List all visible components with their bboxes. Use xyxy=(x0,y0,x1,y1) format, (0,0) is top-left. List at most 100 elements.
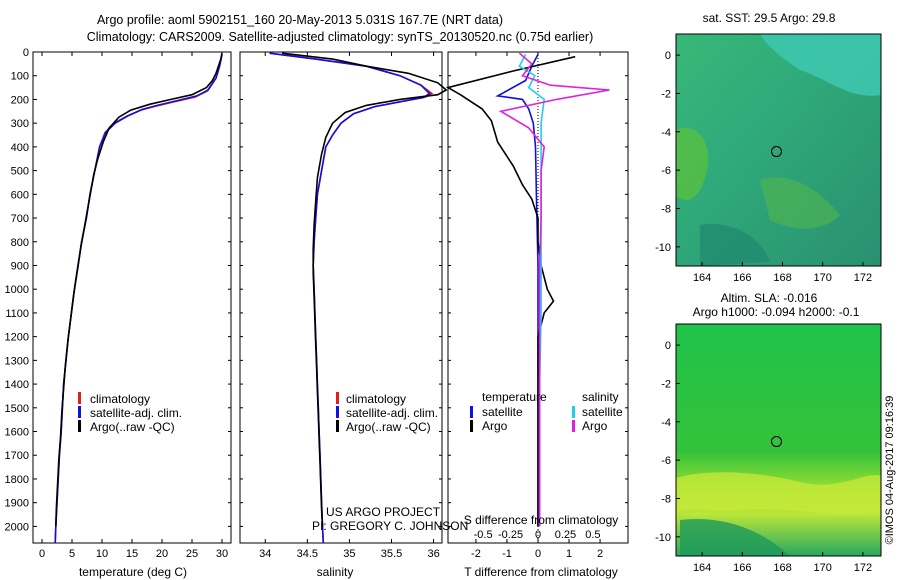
depth-tick-label: 2000 xyxy=(5,521,29,533)
legend-swatch-t-argo xyxy=(470,420,473,432)
temperature-xlabel: temperature (deg C) xyxy=(79,565,187,579)
lon-tick-label: 164 xyxy=(693,562,711,574)
lon-tick-label: 168 xyxy=(773,272,791,284)
depth-tick-label: 200 xyxy=(11,94,29,106)
series-line-argo xyxy=(55,53,223,527)
depth-tick-label: 1400 xyxy=(5,379,29,391)
x-tick-label: 10 xyxy=(96,548,108,560)
difference-xlabel-top: S difference from climatology xyxy=(464,513,619,527)
legend-swatch-climatology xyxy=(336,392,339,404)
difference-legend: temperature salinity satellite Argo sate… xyxy=(470,390,623,433)
legend-label-argo: Argo(..raw -QC) xyxy=(346,420,431,434)
depth-tick-label: 1000 xyxy=(5,284,29,296)
legend-label-argo: Argo(..raw -QC) xyxy=(90,420,175,434)
lat-tick-label: -2 xyxy=(661,378,671,390)
sla-dark-patch xyxy=(680,518,790,556)
x-tick-label: 0 xyxy=(39,548,45,560)
sla-argo-marker xyxy=(770,436,782,448)
legend-swatch-satellite xyxy=(78,406,81,418)
x-tick-label: -1 xyxy=(502,548,512,560)
sst-green-patch-2 xyxy=(760,177,840,229)
legend-swatch-t-satellite xyxy=(470,406,473,418)
depth-tick-label: 1200 xyxy=(5,332,29,344)
x-tick-label: 34.5 xyxy=(297,548,318,560)
depth-tick-label: 400 xyxy=(11,142,29,154)
depth-tick-label: 1900 xyxy=(5,498,29,510)
x-tick-label: 5 xyxy=(69,548,75,560)
series-line-satellite xyxy=(54,54,223,544)
depth-tick-label: 1700 xyxy=(5,450,29,462)
depth-tick-label: 600 xyxy=(11,189,29,201)
lat-tick-label: -8 xyxy=(661,203,671,215)
sst-argo-marker xyxy=(770,146,782,158)
project-label: US ARGO PROJECT xyxy=(326,505,441,519)
depth-tick-label: 1600 xyxy=(5,427,29,439)
pi-label: PI: GREGORY C. JOHNSON xyxy=(312,519,468,533)
depth-tick-label: 0 xyxy=(23,47,29,59)
legend-swatch-argo xyxy=(78,420,81,432)
legend-label-satellite: satellite-adj. clim. xyxy=(346,406,438,420)
lat-tick-label: 0 xyxy=(665,50,671,62)
lat-tick-label: -10 xyxy=(655,532,671,544)
sla-map-title: Altim. SLA: -0.016 xyxy=(721,291,818,305)
figure-title-line1: Argo profile: aoml 5902151_160 20-May-20… xyxy=(97,13,503,27)
x-tick-label: 20 xyxy=(156,548,168,560)
depth-tick-label: 800 xyxy=(11,237,29,249)
series-line-s-argo xyxy=(498,52,610,527)
lat-tick-label: -10 xyxy=(655,242,671,254)
sst-green-patch xyxy=(676,128,709,200)
salinity-panel-frame xyxy=(239,51,443,544)
lon-tick-label: 164 xyxy=(693,272,711,284)
depth-axis: 0 100 200 300 400 500 600 700 800 900 1000 1100 1200… xyxy=(5,47,37,533)
series-line-t-argo xyxy=(445,55,576,527)
lat-tick-label: -6 xyxy=(661,165,671,177)
legend-header-temperature: temperature xyxy=(482,390,547,404)
lon-tick-label: 166 xyxy=(733,272,751,284)
x-tick-label: 34 xyxy=(259,548,271,560)
lon-tick-label: 170 xyxy=(814,562,832,574)
x-tick-label: 1 xyxy=(566,548,572,560)
lon-tick-label: 172 xyxy=(854,272,872,284)
salinity-plot: 34 34.5 35 35.5 36 xyxy=(240,51,448,560)
x-tick-label: 25 xyxy=(186,548,198,560)
lat-tick-label: -8 xyxy=(661,493,671,505)
depth-tick-label: 700 xyxy=(11,213,29,225)
x-tick-label: 35 xyxy=(343,548,355,560)
salinity-xlabel: salinity xyxy=(317,565,354,579)
lon-tick-label: 166 xyxy=(733,562,751,574)
legend-label-s-argo: Argo xyxy=(582,419,608,433)
lat-tick-label: -4 xyxy=(661,417,671,429)
x-tick-label: 15 xyxy=(126,548,138,560)
lat-tick-label: 0 xyxy=(665,340,671,352)
depth-tick-label: 1100 xyxy=(5,308,29,320)
s-tick-label: -0.5 xyxy=(474,529,493,541)
s-tick-label: 0.25 xyxy=(555,529,576,541)
legend-label-t-argo: Argo xyxy=(482,419,508,433)
sla-map-frame xyxy=(675,323,882,557)
sst-map-title: sat. SST: 29.5 Argo: 29.8 xyxy=(703,11,836,25)
lon-tick-label: 172 xyxy=(854,562,872,574)
temperature-legend: climatology satellite-adj. clim. Argo(..… xyxy=(78,392,182,434)
lat-tick-label: -4 xyxy=(661,127,671,139)
x-tick-label: -2 xyxy=(471,548,481,560)
sla-map xyxy=(676,324,881,556)
legend-swatch-satellite xyxy=(336,406,339,418)
depth-tick-label: 900 xyxy=(11,260,29,272)
sst-warm-patch xyxy=(760,34,881,96)
x-tick-label: 35.5 xyxy=(381,548,402,560)
series-line-climatology xyxy=(54,54,223,544)
legend-label-t-satellite: satellite xyxy=(482,405,523,419)
imos-credit: ©IMOS 04-Aug-2017 09:16:39 xyxy=(884,396,896,545)
lat-tick-label: -6 xyxy=(661,455,671,467)
series-line-t-satellite xyxy=(495,54,539,527)
depth-tick-label: 300 xyxy=(11,118,29,130)
legend-swatch-s-argo xyxy=(572,420,575,432)
sst-map-frame xyxy=(675,33,882,267)
sst-map-axes: 164 166 168 170 172 0 -2 -4 -6 -8 -10 xyxy=(655,50,872,284)
series-line-climatology xyxy=(269,52,434,544)
legend-header-salinity: salinity xyxy=(582,390,619,404)
series-line-satellite xyxy=(269,52,431,544)
